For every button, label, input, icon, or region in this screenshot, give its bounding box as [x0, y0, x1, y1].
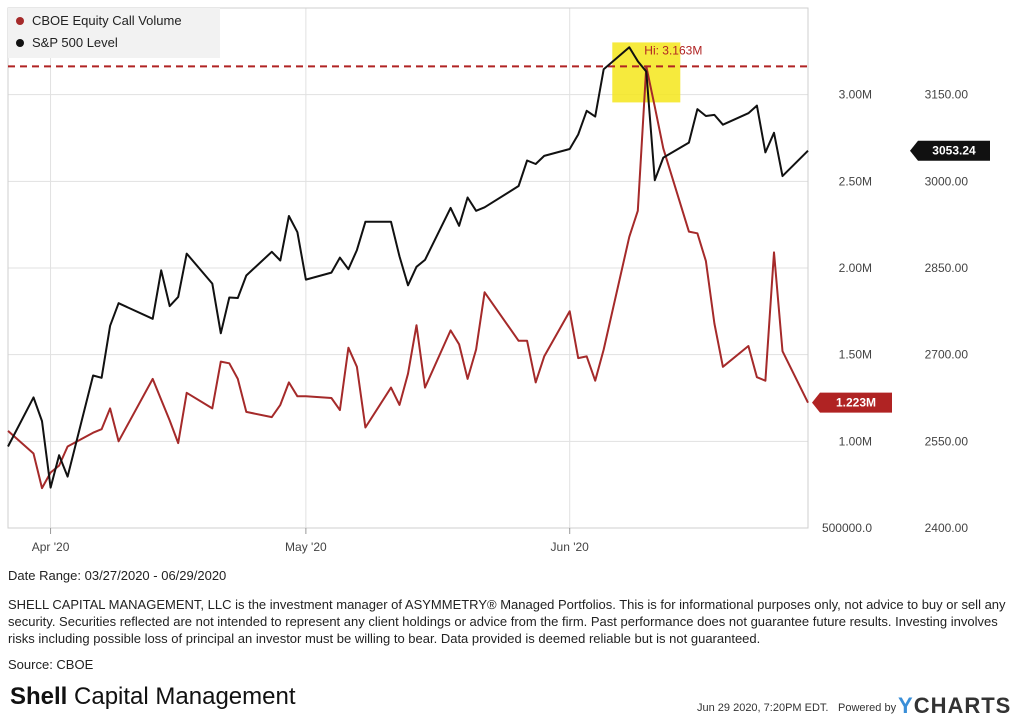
left-axis-tick-label: 500000.0: [822, 521, 872, 535]
series-line-sp500: [7, 46, 809, 489]
right-axis-tick-label: 2550.00: [925, 434, 969, 448]
ycharts-logo-y: Y: [898, 693, 914, 718]
legend-background: [8, 8, 220, 58]
disclaimer: SHELL CAPITAL MANAGEMENT, LLC is the inv…: [8, 597, 1006, 646]
series-lines: [7, 46, 809, 490]
right-axis-tick-label: 2700.00: [925, 348, 969, 362]
plot-frame: [7, 7, 809, 529]
left-axis-tick-label: 3.00M: [839, 88, 872, 102]
end-labels: 3053.24 1.223M: [812, 140, 990, 413]
brand-bold: Shell: [10, 683, 68, 710]
chart: Hi: 3.163M CBOE Equity Call Volume S&P 5…: [7, 7, 990, 554]
source: Source: CBOE: [8, 657, 94, 672]
date-range: Date Range: 03/27/2020 - 06/29/2020: [8, 568, 227, 583]
legend-label-call-volume: CBOE Equity Call Volume: [32, 13, 182, 28]
end-label-text-call-volume: 1.223M: [836, 396, 876, 410]
x-axis-tick-label: Jun '20: [551, 540, 590, 554]
legend-marker-call-volume: [16, 17, 24, 25]
right-axis-tick-label: 2850.00: [925, 261, 969, 275]
legend-marker-sp500: [16, 39, 24, 47]
ycharts-logo: YCHARTS: [898, 693, 1011, 719]
end-label-badge-call-volume: [812, 392, 892, 413]
left-axis-tick-label: 2.50M: [839, 174, 872, 188]
grid-lines: [8, 8, 808, 528]
series-line-call-volume: [7, 65, 809, 490]
left-axis-tick-label: 1.50M: [839, 348, 872, 362]
right-axis-tick-label: 2400.00: [925, 521, 969, 535]
timestamp: Jun 29 2020, 7:20PM EDT.: [697, 702, 829, 714]
high-annotation-label: Hi: 3.163M: [644, 43, 702, 57]
x-axis-tick-label: May '20: [285, 540, 327, 554]
brand-rest: Capital Management: [67, 683, 296, 710]
right-axis-tick-label: 3000.00: [925, 174, 969, 188]
left-axis-tick-label: 2.00M: [839, 261, 872, 275]
left-axis-tick-label: 1.00M: [839, 434, 872, 448]
brand-logo: Shell Capital Management: [10, 683, 296, 711]
powered-by: Powered by: [838, 702, 897, 714]
legend: CBOE Equity Call Volume S&P 500 Level: [8, 8, 220, 58]
axes: 500000.0 1.00M 1.50M 2.00M 2.50M 3.00M 2400.00…: [32, 88, 969, 554]
end-label-text-sp500: 3053.24: [932, 144, 976, 158]
x-axis-tick-label: Apr '20: [32, 540, 70, 554]
ycharts-logo-rest: CHARTS: [913, 693, 1012, 718]
end-label-badge-sp500: [910, 140, 990, 161]
legend-label-sp500: S&P 500 Level: [32, 35, 118, 50]
right-axis-tick-label: 3150.00: [925, 88, 969, 102]
